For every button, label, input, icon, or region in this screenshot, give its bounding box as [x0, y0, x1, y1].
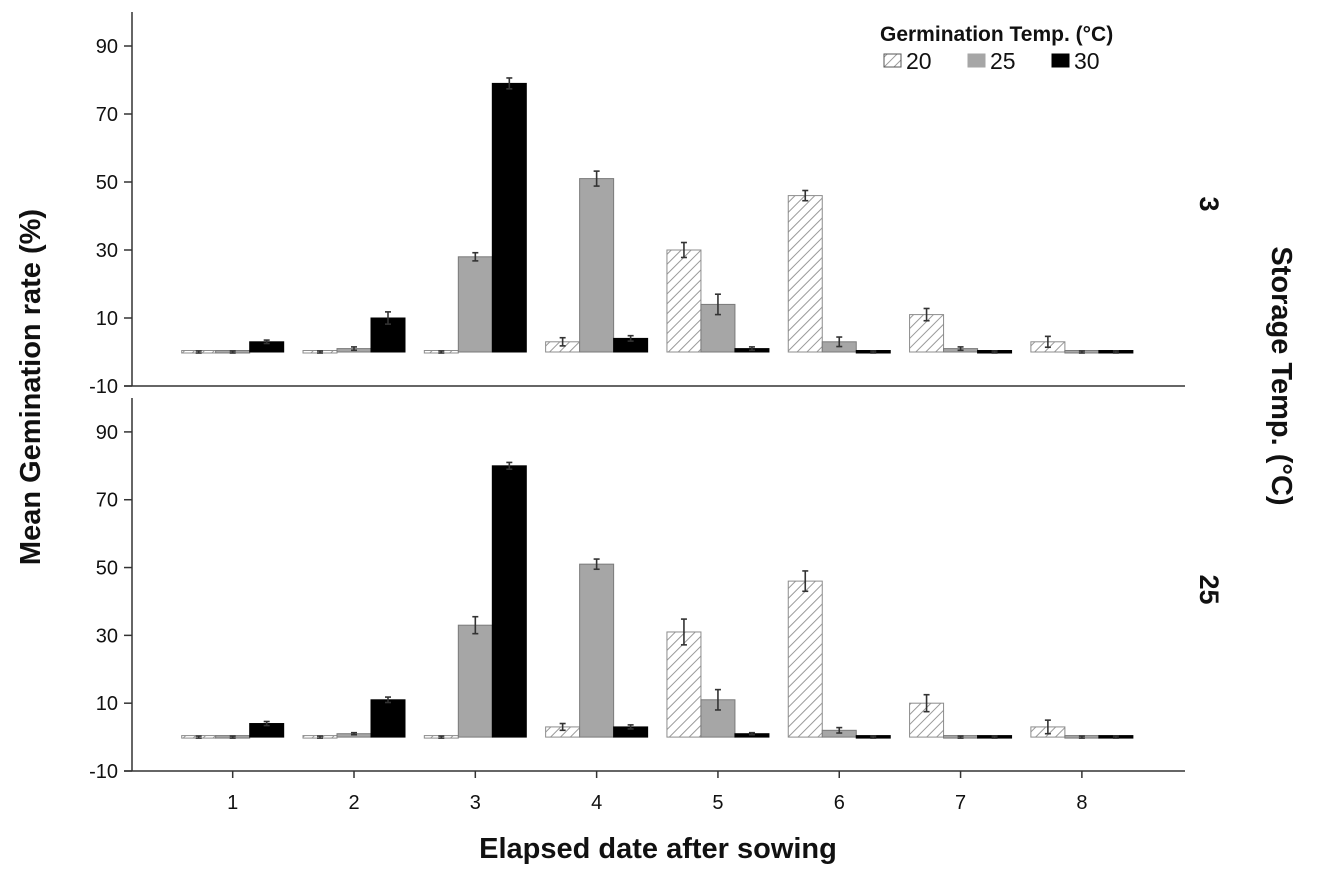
x-tick-label-7: 7: [955, 792, 966, 814]
y-tick-label: -10: [89, 376, 118, 398]
x-tick-label-8: 8: [1076, 792, 1087, 814]
x-axis: 1 2 3 4 5 6 7 8: [227, 771, 1087, 814]
bar-storage25-day5-germ20: [667, 632, 701, 737]
legend-swatch-30: [1052, 54, 1069, 67]
legend-swatch-20: [884, 54, 901, 67]
y-tick-label: -10: [89, 761, 118, 783]
x-axis-title: Elapsed date after sowing: [479, 833, 837, 865]
bar-storage3-day5-germ20: [667, 250, 701, 352]
legend-entries: 20 25 30: [884, 48, 1100, 74]
legend-label-25: 25: [990, 48, 1016, 74]
storage-temp-title: Storage Temp. (°C): [1265, 246, 1297, 505]
y-tick-label: 70: [96, 104, 118, 126]
panel-storage-25: 90 70 50 30 10 -10 25: [89, 398, 1224, 783]
bar-storage25-day6-germ20: [788, 581, 822, 737]
x-tick-label-6: 6: [834, 792, 845, 814]
y-tick-label: 50: [96, 172, 118, 194]
legend-title: Germination Temp. (°C): [880, 23, 1113, 46]
y-axis-title: Mean Gemination rate (%): [15, 209, 47, 565]
y-tick-label: 70: [96, 490, 118, 512]
legend-swatch-25: [968, 54, 985, 67]
bar-storage3-day4-germ25: [580, 179, 614, 352]
y-tick-label: 10: [96, 308, 118, 330]
y-tick-label: 90: [96, 36, 118, 58]
bar-storage25-day2-germ30: [371, 700, 405, 737]
bar-storage3-day3-germ30: [492, 83, 526, 352]
panel-storage-3: 90 70 50 30 10 -10 3: [89, 12, 1224, 398]
bar-storage25-day4-germ25: [580, 564, 614, 737]
grouped-bar-chart: 90 70 50 30 10 -10 3 90 70 50 30 10 -10 25 1 2 3 4 5 6 7 8 M…: [0, 0, 1321, 875]
legend-label-30: 30: [1074, 48, 1100, 74]
x-tick-label-5: 5: [712, 792, 723, 814]
bar-storage3-day6-germ20: [788, 196, 822, 352]
x-tick-label-2: 2: [348, 792, 359, 814]
legend-label-20: 20: [906, 48, 932, 74]
storage-temp-label-3: 3: [1194, 196, 1224, 211]
y-tick-label: 50: [96, 558, 118, 580]
legend: Germination Temp. (°C) 20 25 30: [880, 23, 1113, 74]
x-tick-label-3: 3: [470, 792, 481, 814]
panels-layer: 90 70 50 30 10 -10 3 90 70 50 30 10 -10 25: [89, 12, 1224, 783]
x-tick-label-4: 4: [591, 792, 602, 814]
y-tick-label: 10: [96, 693, 118, 715]
bar-storage25-day3-germ25: [458, 625, 492, 737]
y-tick-label: 30: [96, 625, 118, 647]
y-tick-label: 90: [96, 422, 118, 444]
x-tick-label-1: 1: [227, 792, 238, 814]
bar-storage25-day3-germ30: [492, 466, 526, 737]
y-tick-label: 30: [96, 240, 118, 262]
bar-storage3-day3-germ25: [458, 257, 492, 352]
storage-temp-label-25: 25: [1194, 574, 1224, 604]
